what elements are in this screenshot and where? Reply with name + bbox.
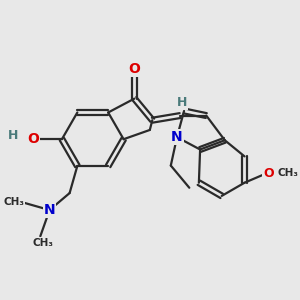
Text: N: N — [44, 203, 56, 217]
Text: O: O — [263, 167, 274, 180]
Text: O: O — [27, 132, 39, 145]
Text: H: H — [8, 129, 19, 142]
Text: CH₃: CH₃ — [3, 197, 24, 207]
Text: N: N — [171, 130, 183, 144]
Text: CH₃: CH₃ — [278, 169, 299, 178]
Text: H: H — [176, 96, 187, 109]
Text: CH₃: CH₃ — [33, 238, 54, 248]
Text: O: O — [128, 62, 140, 76]
